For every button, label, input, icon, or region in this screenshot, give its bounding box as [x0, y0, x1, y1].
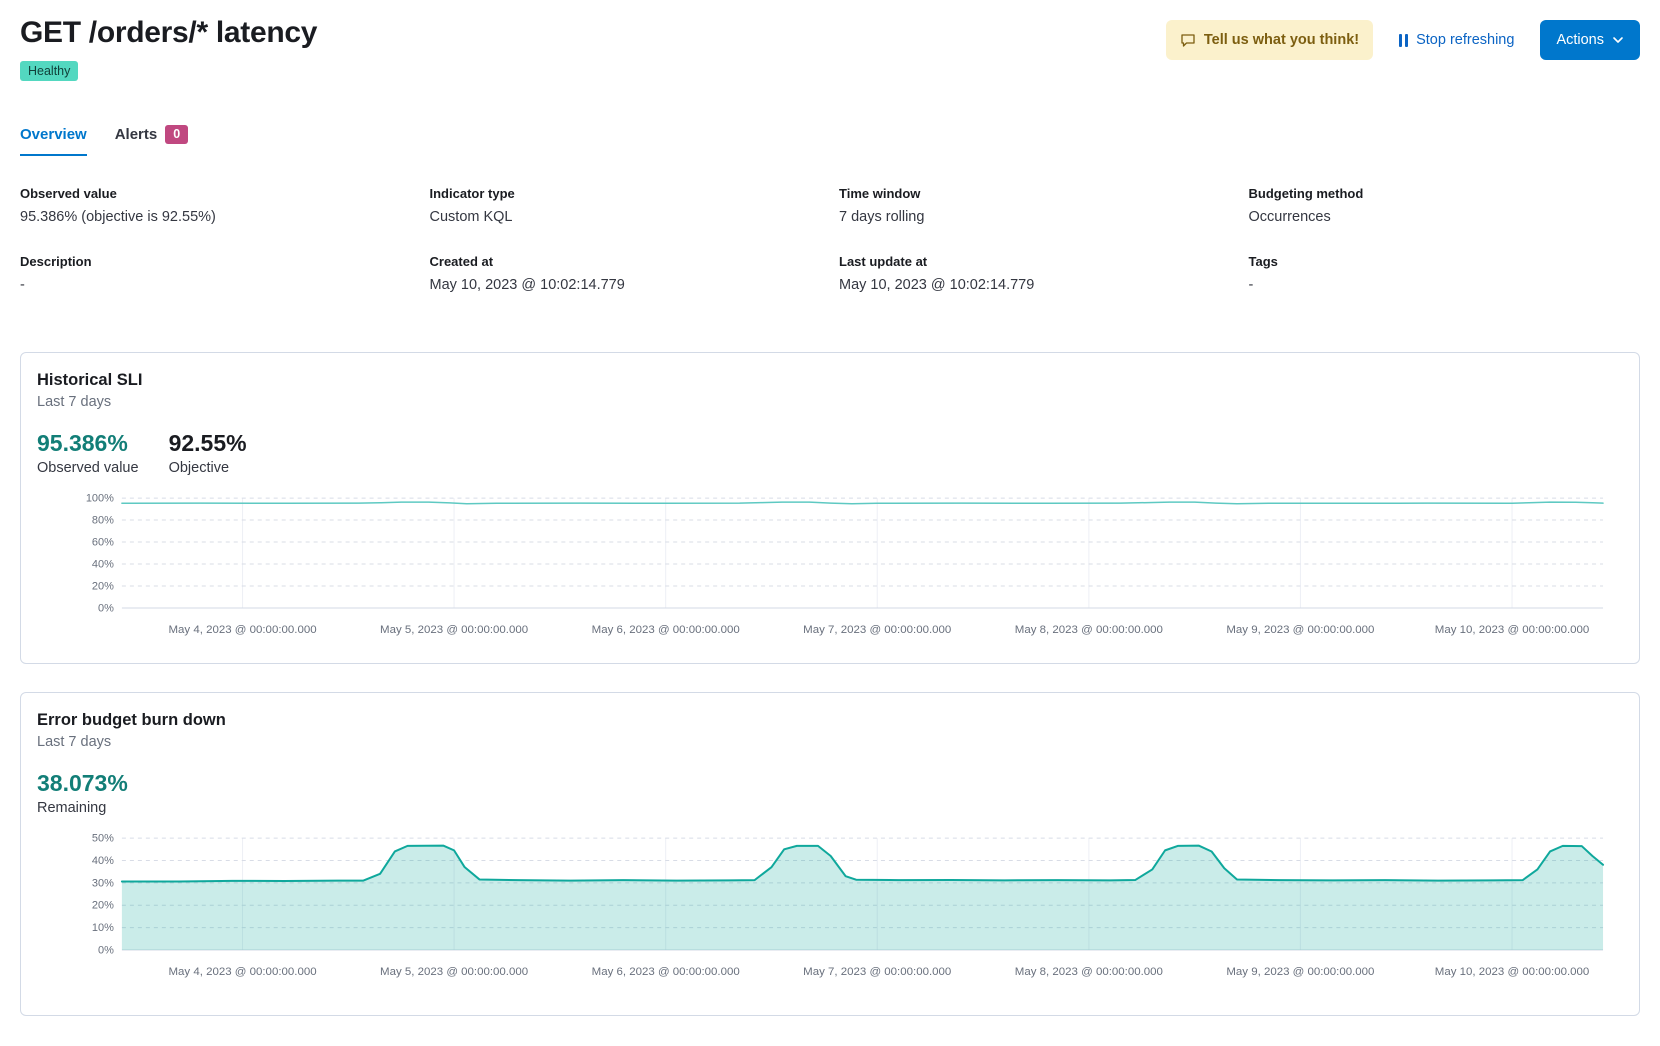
historical-sli-title: Historical SLI	[37, 371, 143, 389]
alerts-count-badge: 0	[165, 125, 189, 144]
field-observed-value: Observed value 95.386% (objective is 92.…	[20, 186, 412, 228]
field-label: Created at	[429, 254, 494, 269]
title-block: GET /orders/* latency Healthy	[20, 14, 317, 81]
svg-text:May 4, 2023 @ 00:00:00.000: May 4, 2023 @ 00:00:00.000	[168, 624, 316, 636]
error-budget-subtitle: Last 7 days	[37, 734, 112, 750]
svg-text:May 6, 2023 @ 00:00:00.000: May 6, 2023 @ 00:00:00.000	[592, 966, 740, 978]
stat-observed-value: 95.386% Observed value	[37, 429, 139, 476]
field-label: Time window	[839, 186, 921, 201]
svg-text:May 5, 2023 @ 00:00:00.000: May 5, 2023 @ 00:00:00.000	[380, 966, 528, 978]
svg-text:30%: 30%	[92, 877, 114, 889]
stat-objective: 92.55% Objective	[169, 429, 247, 476]
svg-text:50%: 50%	[92, 833, 114, 845]
stop-refreshing-button[interactable]: Stop refreshing	[1399, 32, 1514, 48]
stop-refreshing-label: Stop refreshing	[1416, 32, 1515, 48]
svg-text:60%: 60%	[92, 537, 114, 549]
svg-text:100%: 100%	[86, 493, 114, 505]
slo-definition-list: Observed value 95.386% (objective is 92.…	[20, 186, 1640, 296]
tab-overview[interactable]: Overview	[20, 125, 87, 156]
field-time-window: Time window 7 days rolling	[839, 186, 1231, 228]
stat-label: Observed value	[37, 460, 139, 476]
actions-button-label: Actions	[1556, 32, 1604, 48]
actions-button[interactable]: Actions	[1540, 20, 1640, 60]
field-value: Occurrences	[1248, 209, 1331, 225]
svg-text:May 5, 2023 @ 00:00:00.000: May 5, 2023 @ 00:00:00.000	[380, 624, 528, 636]
historical-sli-subtitle: Last 7 days	[37, 394, 112, 410]
svg-text:May 4, 2023 @ 00:00:00.000: May 4, 2023 @ 00:00:00.000	[168, 966, 316, 978]
field-tags: Tags -	[1249, 254, 1641, 296]
svg-text:20%: 20%	[92, 900, 114, 912]
comment-icon	[1180, 32, 1196, 48]
stat-remaining: 38.073% Remaining	[37, 769, 128, 816]
status-badge: Healthy	[20, 61, 79, 81]
field-label: Indicator type	[429, 186, 515, 201]
field-value: 95.386% (objective is 92.55%)	[20, 209, 216, 225]
field-created-at: Created at May 10, 2023 @ 10:02:14.779	[430, 254, 822, 296]
field-value: May 10, 2023 @ 10:02:14.779	[839, 277, 1035, 293]
error-budget-title: Error budget burn down	[37, 711, 226, 729]
stat-value: 92.55%	[168, 430, 247, 456]
header-actions: Tell us what you think! Stop refreshing …	[1165, 14, 1640, 60]
field-label: Tags	[1248, 254, 1278, 269]
field-value: 7 days rolling	[839, 209, 925, 225]
field-value: Custom KQL	[429, 209, 513, 225]
svg-text:May 9, 2023 @ 00:00:00.000: May 9, 2023 @ 00:00:00.000	[1226, 966, 1374, 978]
field-value: May 10, 2023 @ 10:02:14.779	[429, 277, 625, 293]
svg-text:May 10, 2023 @ 00:00:00.000: May 10, 2023 @ 00:00:00.000	[1435, 624, 1589, 636]
feedback-button[interactable]: Tell us what you think!	[1165, 20, 1374, 60]
svg-text:May 10, 2023 @ 00:00:00.000: May 10, 2023 @ 00:00:00.000	[1435, 966, 1589, 978]
svg-text:20%: 20%	[92, 580, 114, 592]
svg-text:40%: 40%	[92, 855, 114, 867]
svg-text:May 8, 2023 @ 00:00:00.000: May 8, 2023 @ 00:00:00.000	[1015, 624, 1163, 636]
field-label: Budgeting method	[1248, 186, 1364, 201]
historical-sli-panel: Historical SLI Last 7 days 95.386% Obser…	[20, 352, 1640, 664]
tab-alerts-label: Alerts	[114, 126, 158, 143]
field-label: Observed value	[20, 186, 117, 201]
error-budget-chart[interactable]: May 4, 2023 @ 00:00:00.000 May 5, 2023 @ …	[37, 826, 1623, 1003]
field-indicator-type: Indicator type Custom KQL	[430, 186, 822, 228]
field-label: Description	[20, 254, 92, 269]
svg-text:May 7, 2023 @ 00:00:00.000: May 7, 2023 @ 00:00:00.000	[803, 624, 951, 636]
svg-text:10%: 10%	[92, 922, 114, 934]
tab-bar: Overview Alerts 0	[20, 125, 1640, 156]
historical-sli-stats: 95.386% Observed value 92.55% Objective	[37, 429, 1623, 476]
field-value: -	[20, 277, 25, 293]
field-label: Last update at	[839, 254, 928, 269]
page-header: GET /orders/* latency Healthy Tell us wh…	[20, 14, 1640, 81]
svg-text:May 9, 2023 @ 00:00:00.000: May 9, 2023 @ 00:00:00.000	[1226, 624, 1374, 636]
stat-label: Objective	[168, 460, 230, 476]
stat-value: 38.073%	[37, 770, 128, 796]
feedback-button-label: Tell us what you think!	[1203, 32, 1360, 48]
historical-sli-chart[interactable]: May 4, 2023 @ 00:00:00.000 May 5, 2023 @ …	[37, 486, 1623, 651]
field-budgeting-method: Budgeting method Occurrences	[1249, 186, 1641, 228]
error-budget-panel: Error budget burn down Last 7 days 38.07…	[20, 692, 1640, 1016]
svg-text:80%: 80%	[92, 515, 114, 527]
svg-text:0%: 0%	[98, 944, 114, 956]
svg-text:0%: 0%	[98, 602, 114, 614]
stat-value: 95.386%	[37, 430, 128, 456]
svg-text:May 6, 2023 @ 00:00:00.000: May 6, 2023 @ 00:00:00.000	[592, 624, 740, 636]
svg-text:May 7, 2023 @ 00:00:00.000: May 7, 2023 @ 00:00:00.000	[803, 966, 951, 978]
svg-text:May 8, 2023 @ 00:00:00.000: May 8, 2023 @ 00:00:00.000	[1015, 966, 1163, 978]
field-description: Description -	[20, 254, 412, 296]
svg-text:40%: 40%	[92, 558, 114, 570]
tab-overview-label: Overview	[20, 126, 87, 143]
error-budget-stats: 38.073% Remaining	[37, 769, 1623, 816]
field-value: -	[1248, 277, 1254, 293]
pause-icon	[1399, 33, 1409, 47]
stat-label: Remaining	[37, 800, 107, 816]
tab-alerts[interactable]: Alerts 0	[114, 125, 189, 156]
chevron-down-icon	[1612, 34, 1624, 46]
page-title: GET /orders/* latency	[20, 16, 318, 49]
field-last-update-at: Last update at May 10, 2023 @ 10:02:14.7…	[839, 254, 1231, 296]
